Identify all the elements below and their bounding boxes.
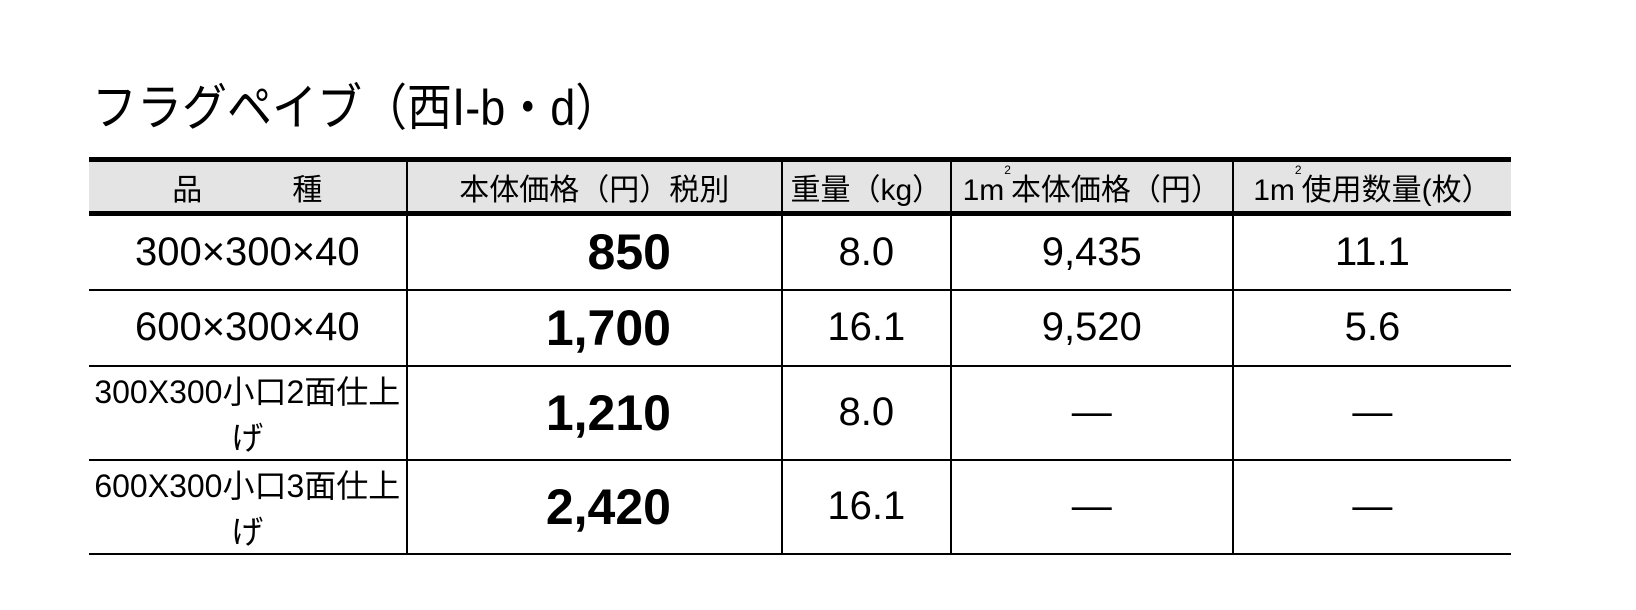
cell-per-m2-price: 9,520	[949, 289, 1233, 367]
cell-item: 300×300×40	[89, 213, 407, 291]
header-per-m2-qty: 1m2使用数量(枚）	[1231, 157, 1511, 216]
page-title: フラグペイブ（西Ⅰ-b・d）	[92, 80, 621, 136]
cell-item: 600X300小口3面仕上げ	[89, 459, 407, 555]
header-price: 本体価格（円）税別	[405, 157, 782, 216]
cell-weight: 8.0	[780, 365, 951, 461]
header-weight: 重量（kg）	[780, 157, 951, 216]
cell-per-m2-price: —	[949, 459, 1233, 555]
cell-per-m2-price: —	[949, 365, 1233, 461]
cell-item: 300X300小口2面仕上げ	[89, 365, 407, 461]
price-table: 品種 本体価格（円）税別 重量（kg） 1m2本体価格（円） 1m2使用数量(枚…	[89, 157, 1511, 555]
header-per-m2-price: 1m2本体価格（円）	[949, 157, 1233, 216]
cell-per-m2-price: 9,435	[949, 213, 1233, 291]
cell-per-m2-qty: —	[1231, 459, 1511, 555]
cell-weight: 16.1	[780, 459, 951, 555]
cell-price: 1,210	[405, 365, 782, 461]
table-row: 300X300小口2面仕上げ 1,210 8.0 — —	[89, 365, 1511, 461]
cell-price: 2,420	[405, 459, 782, 555]
cell-item: 600×300×40	[89, 289, 407, 367]
table-row: 600X300小口3面仕上げ 2,420 16.1 — —	[89, 459, 1511, 555]
cell-per-m2-qty: 11.1	[1231, 213, 1511, 291]
cell-weight: 8.0	[780, 213, 951, 291]
cell-price: 1,700	[405, 289, 782, 367]
cell-weight: 16.1	[780, 289, 951, 367]
cell-per-m2-qty: —	[1231, 365, 1511, 461]
table-row: 600×300×40 1,700 16.1 9,520 5.6	[89, 289, 1511, 367]
cell-per-m2-qty: 5.6	[1231, 289, 1511, 367]
header-item: 品種	[89, 157, 407, 216]
cell-price: 850	[405, 213, 782, 291]
table-header-row: 品種 本体価格（円）税別 重量（kg） 1m2本体価格（円） 1m2使用数量(枚…	[89, 157, 1511, 216]
table-row: 300×300×40 850 8.0 9,435 11.1	[89, 213, 1511, 291]
